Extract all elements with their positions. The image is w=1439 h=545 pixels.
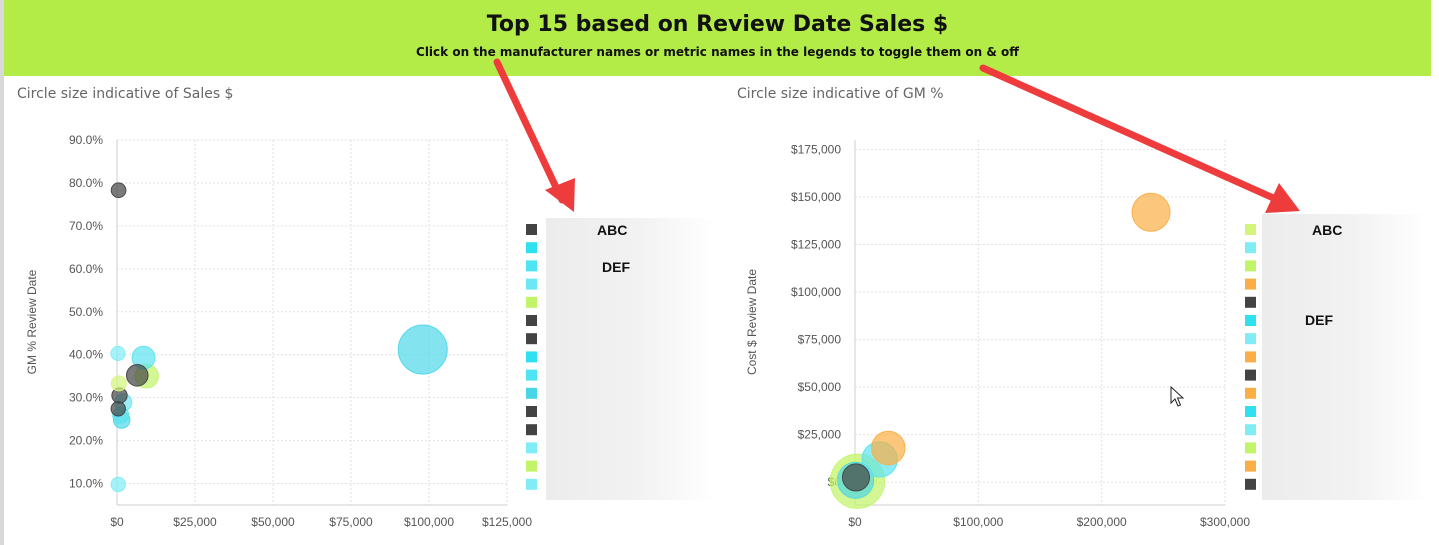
x-tick-label: $0 xyxy=(110,515,124,529)
bubble-point[interactable] xyxy=(110,401,126,417)
legend-swatch[interactable] xyxy=(526,369,537,381)
legend-swatch[interactable] xyxy=(526,296,537,308)
y-tick-label: 80.0% xyxy=(69,176,103,190)
x-tick-label: $25,000 xyxy=(173,515,217,529)
bubble-point[interactable] xyxy=(397,324,448,375)
y-tick-label: $150,000 xyxy=(791,190,841,204)
mouse-cursor-icon xyxy=(1170,385,1185,407)
page-subtitle: Click on the manufacturer names or metri… xyxy=(416,45,1019,59)
chart-1-gm-vs-sales: $0 $25,000 $50,000 $75,000 $100,000 $125,000 1… xyxy=(25,133,532,529)
legend-swatch[interactable] xyxy=(1245,278,1256,290)
legend-swatch[interactable] xyxy=(1245,442,1256,454)
y-tick-label: 90.0% xyxy=(69,133,103,147)
legend-swatch[interactable] xyxy=(526,315,537,326)
y-tick-label: $125,000 xyxy=(791,238,841,252)
legend-swatch[interactable] xyxy=(526,442,537,454)
x-tick-label: $50,000 xyxy=(251,515,295,529)
y-tick-label: 20.0% xyxy=(69,434,103,448)
legend-swatch[interactable] xyxy=(526,278,537,290)
y-tick-label: $50,000 xyxy=(798,380,842,394)
x-tick-label: $100,000 xyxy=(404,515,454,529)
bubble-point[interactable] xyxy=(841,463,871,492)
chart-1-legend-panel xyxy=(546,218,716,500)
y-tick-label: 50.0% xyxy=(69,305,103,319)
bubble-point[interactable] xyxy=(1131,192,1171,232)
bubble-point[interactable] xyxy=(126,364,149,387)
legend-swatch[interactable] xyxy=(526,260,537,272)
chart-2-legend-name-abc[interactable]: ABC xyxy=(1312,222,1343,238)
legend-swatch[interactable] xyxy=(1245,351,1256,363)
chart-2-cost-vs-sales: $0$100,000$200,000$300,000$0$25,000$50,0… xyxy=(745,140,1250,529)
y-tick-label: 70.0% xyxy=(69,219,103,233)
left-scroll-edge xyxy=(0,0,4,545)
annotation-arrowhead-right xyxy=(1265,183,1300,213)
bubble-point[interactable] xyxy=(110,345,126,361)
annotation-arrowhead-left xyxy=(545,178,575,212)
legend-swatch[interactable] xyxy=(1245,260,1256,272)
chart-1-caption: Circle size indicative of Sales $ xyxy=(17,86,234,102)
annotation-arrow-left xyxy=(493,58,566,204)
legend-swatch[interactable] xyxy=(526,351,537,363)
legend-swatch[interactable] xyxy=(526,478,537,490)
header-banner: Top 15 based on Review Date Sales $ Clic… xyxy=(4,0,1431,76)
y-tick-label: 60.0% xyxy=(69,262,103,276)
legend-swatch[interactable] xyxy=(1245,224,1256,235)
chart-1-legend[interactable] xyxy=(526,224,537,490)
x-tick-label: $200,000 xyxy=(1077,515,1127,529)
bubble-point[interactable] xyxy=(871,430,906,466)
legend-swatch[interactable] xyxy=(1245,242,1256,254)
legend-swatch[interactable] xyxy=(1245,478,1256,490)
y-tick-label: 30.0% xyxy=(69,391,103,405)
y-tick-label: 10.0% xyxy=(69,477,103,491)
annotation-arrows xyxy=(493,58,1300,213)
legend-swatch[interactable] xyxy=(526,387,537,399)
chart-2-legend[interactable] xyxy=(1245,224,1256,490)
page-title: Top 15 based on Review Date Sales $ xyxy=(486,12,949,37)
y-tick-label: 40.0% xyxy=(69,348,103,362)
legend-swatch[interactable] xyxy=(526,424,537,436)
legend-swatch[interactable] xyxy=(1245,333,1256,345)
bubble-point[interactable] xyxy=(110,182,127,199)
x-tick-label: $0 xyxy=(848,515,862,529)
chart-2-legend-name-def[interactable]: DEF xyxy=(1305,312,1333,328)
legend-swatch[interactable] xyxy=(1245,406,1256,417)
y-tick-label: $25,000 xyxy=(798,428,842,442)
x-tick-label: $300,000 xyxy=(1200,515,1250,529)
legend-swatch[interactable] xyxy=(526,242,537,254)
chart-2-legend-panel xyxy=(1262,214,1428,500)
legend-swatch[interactable] xyxy=(1245,369,1256,381)
legend-swatch[interactable] xyxy=(1245,296,1256,308)
chart-1-legend-name-def[interactable]: DEF xyxy=(602,259,630,275)
legend-swatch[interactable] xyxy=(1245,315,1256,326)
chart-1-legend-name-abc[interactable]: ABC xyxy=(597,222,628,238)
y-axis-title: Cost $ Review Date xyxy=(745,269,759,375)
bubble-point[interactable] xyxy=(110,476,126,493)
annotation-arrow-right xyxy=(979,64,1284,205)
legend-swatch[interactable] xyxy=(526,406,537,417)
y-tick-label: $175,000 xyxy=(791,143,841,157)
y-tick-label: $75,000 xyxy=(798,333,842,347)
x-tick-label: $125,000 xyxy=(482,515,532,529)
legend-swatch[interactable] xyxy=(1245,460,1256,472)
legend-swatch[interactable] xyxy=(526,224,537,235)
legend-swatch[interactable] xyxy=(1245,387,1256,399)
x-tick-label: $75,000 xyxy=(329,515,373,529)
chart-2-caption: Circle size indicative of GM % xyxy=(737,86,944,102)
x-tick-label: $100,000 xyxy=(953,515,1003,529)
legend-swatch[interactable] xyxy=(526,333,537,345)
legend-swatch[interactable] xyxy=(526,460,537,472)
y-axis-title: GM % Review Date xyxy=(25,269,39,374)
y-tick-label: $100,000 xyxy=(791,285,841,299)
legend-swatch[interactable] xyxy=(1245,424,1256,436)
bubble-point[interactable] xyxy=(110,375,127,392)
